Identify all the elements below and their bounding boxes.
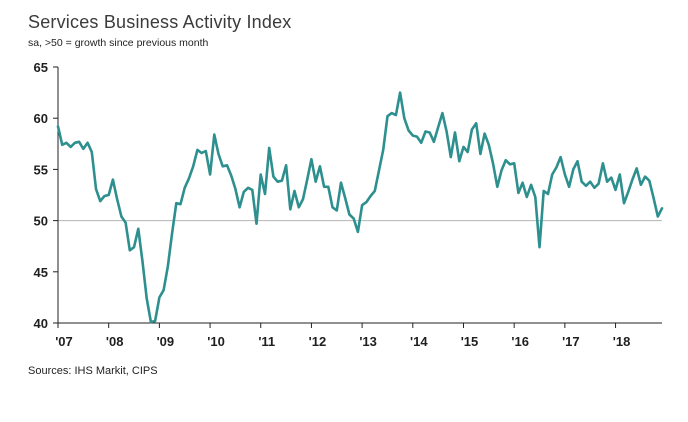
x-tick-label: '11 <box>258 334 275 349</box>
x-tick-label: '18 <box>613 334 631 349</box>
y-tick-label: 65 <box>34 60 48 75</box>
series-line <box>56 91 664 324</box>
x-tick-label: '09 <box>157 334 175 349</box>
chart-source: Sources: IHS Markit, CIPS <box>28 365 158 377</box>
x-tick-label: '10 <box>207 334 225 349</box>
x-tick-label: '14 <box>410 334 428 349</box>
chart-header: Services Business Activity Index sa, >50… <box>0 0 688 49</box>
x-tick-label: '08 <box>106 334 124 349</box>
x-tick-label: '13 <box>359 334 377 349</box>
chart-subtitle: sa, >50 = growth since previous month <box>28 37 209 49</box>
y-tick-label: 45 <box>34 265 48 280</box>
y-tick-label: 40 <box>34 316 48 331</box>
x-tick-label: '12 <box>309 334 327 349</box>
y-tick-label: 50 <box>34 214 48 229</box>
y-tick-label: 55 <box>34 162 48 177</box>
x-tick-label: '16 <box>511 334 529 349</box>
y-tick-label: 60 <box>34 111 48 126</box>
chart-title: Services Business Activity Index <box>28 12 292 32</box>
x-tick-label: '07 <box>55 334 73 349</box>
x-tick-label: '17 <box>562 334 580 349</box>
line-chart: 40 45 50 55 60 65 '07 '08 '09 '10 '11 '12 '13 '14 '15 '… <box>34 60 664 349</box>
x-tick-label: '15 <box>461 334 479 349</box>
